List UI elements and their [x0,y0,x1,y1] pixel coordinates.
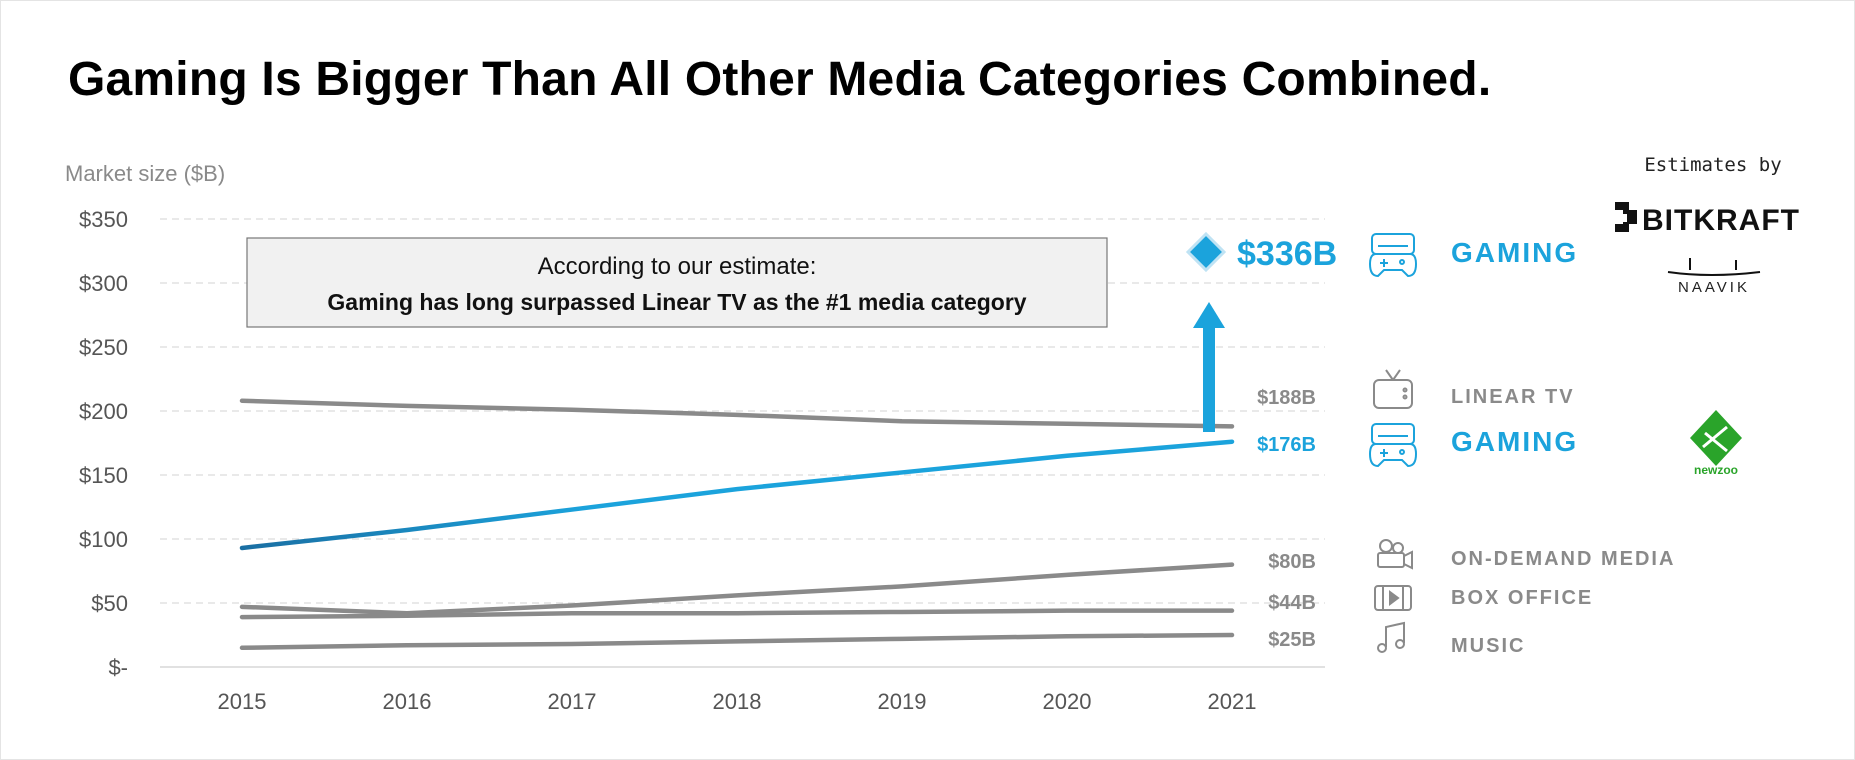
x-tick-label: 2016 [383,689,432,714]
end-label: $80B [1268,551,1316,573]
x-tick-label: 2021 [1208,689,1257,714]
y-tick-label: $250 [79,335,128,360]
series-line-linear-tv [239,398,1235,429]
svg-text:NAAVIK: NAAVIK [1678,279,1750,296]
annotation-line2: Gaming has long surpassed Linear TV as t… [327,289,1026,315]
series-line-box-office [239,608,1235,620]
category-gaming-estimate: GAMING [1451,237,1578,268]
naavik-logo: NAAVIK [1667,258,1761,296]
y-tick-label: $300 [79,271,128,296]
series-lines [239,398,1235,651]
end-label: $25B [1268,629,1316,651]
film-icon [1374,585,1412,611]
gamepad-icon [1368,423,1418,468]
estimate-marker [1185,231,1227,273]
gamepad-icon [1368,233,1418,278]
x-tick-label: 2015 [218,689,267,714]
category-music: MUSIC [1451,635,1525,657]
series-line-music [239,632,1235,651]
newzoo-logo: newzoo [1690,410,1742,477]
y-axis-label: Market size ($B) [65,161,225,186]
y-tick-label: $150 [79,463,128,488]
x-tick-label: 2020 [1043,689,1092,714]
tv-icon [1373,369,1413,409]
chart-title: Gaming Is Bigger Than All Other Media Ca… [68,53,1492,106]
y-tick-label: $- [108,655,128,680]
estimates-by-label: Estimates by [1644,154,1781,176]
end-label: $188B [1257,387,1316,409]
estimate-value: $336B [1237,235,1337,273]
category-box-office: BOX OFFICE [1451,587,1593,609]
y-ticks: $350 $300 $250 $200 $150 $100 $50 $- [79,207,128,680]
series-line-on-demand-media [239,562,1235,616]
estimate-arrow [1193,302,1225,432]
y-tick-label: $350 [79,207,128,232]
annotation-line1: According to our estimate: [538,253,817,280]
svg-text:BITKRAFT: BITKRAFT [1642,204,1800,237]
x-tick-label: 2018 [713,689,762,714]
svg-text:newzoo: newzoo [1694,463,1738,477]
y-tick-label: $100 [79,527,128,552]
end-label: $176B [1257,434,1316,456]
music-note-icon [1377,621,1405,653]
x-ticks: 2015 2016 2017 2018 2019 2020 2021 [218,689,1257,714]
annotation-box: According to our estimate: Gaming has lo… [246,237,1108,328]
series-line-gaming [239,439,1235,551]
y-tick-label: $200 [79,399,128,424]
category-linear-tv: LINEAR TV [1451,386,1575,408]
category-on-demand-media: ON-DEMAND MEDIA [1451,548,1675,570]
end-label: $44B [1268,592,1316,614]
x-tick-label: 2017 [548,689,597,714]
end-labels: $188B $176B $80B $44B $25B [1257,387,1316,651]
video-camera-icon [1377,539,1413,570]
bitkraft-logo: BITKRAFT [1615,202,1800,237]
x-tick-label: 2019 [878,689,927,714]
y-tick-label: $50 [91,591,128,616]
category-gaming: GAMING [1451,426,1578,457]
